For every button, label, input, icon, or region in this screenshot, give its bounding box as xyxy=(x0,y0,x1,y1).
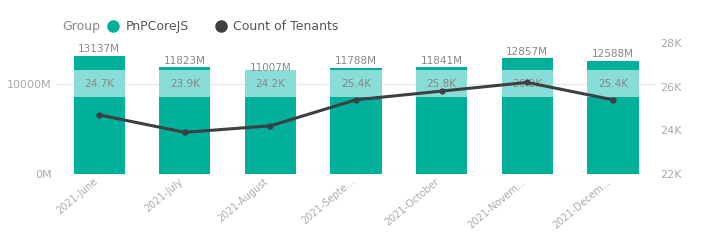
Text: 11007M: 11007M xyxy=(250,63,291,73)
Text: Count of Tenants: Count of Tenants xyxy=(233,20,338,33)
Bar xyxy=(331,70,381,97)
Bar xyxy=(501,58,553,174)
Bar xyxy=(245,70,296,97)
Bar xyxy=(73,70,125,97)
Bar xyxy=(159,67,211,174)
Text: 25.4K: 25.4K xyxy=(598,79,628,89)
Text: 13137M: 13137M xyxy=(78,44,121,54)
Bar xyxy=(501,70,553,97)
Text: 11788M: 11788M xyxy=(335,56,377,66)
Text: 12588M: 12588M xyxy=(591,49,634,59)
Bar xyxy=(245,75,296,174)
Bar xyxy=(331,68,381,174)
Bar xyxy=(159,70,211,97)
Bar xyxy=(416,70,467,97)
Text: 24.7K: 24.7K xyxy=(84,79,114,89)
Bar xyxy=(416,67,467,174)
Text: 11841M: 11841M xyxy=(421,56,462,66)
Bar xyxy=(587,70,639,97)
Text: 12857M: 12857M xyxy=(506,47,548,57)
Text: 25.4K: 25.4K xyxy=(341,79,371,89)
Bar xyxy=(73,56,125,174)
Text: 24.2K: 24.2K xyxy=(255,79,286,89)
Text: 11823M: 11823M xyxy=(164,56,206,66)
Text: 25.8K: 25.8K xyxy=(427,79,457,89)
Bar xyxy=(587,60,639,174)
Text: Group: Group xyxy=(63,20,100,33)
Text: 23.9K: 23.9K xyxy=(170,79,200,89)
Text: PnPCoreJS: PnPCoreJS xyxy=(125,20,188,33)
Text: 26.2K: 26.2K xyxy=(513,79,542,89)
